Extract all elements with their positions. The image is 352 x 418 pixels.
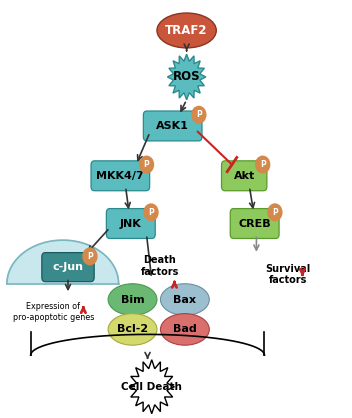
Ellipse shape [108, 284, 157, 315]
Text: c-Jun: c-Jun [52, 262, 83, 272]
Text: P: P [260, 160, 265, 169]
Circle shape [268, 204, 282, 221]
Text: MKK4/7: MKK4/7 [96, 171, 144, 181]
Text: JNK: JNK [120, 219, 142, 229]
Text: Survival
factors: Survival factors [265, 264, 310, 285]
FancyBboxPatch shape [91, 161, 150, 191]
FancyBboxPatch shape [143, 111, 202, 141]
Text: Bim: Bim [121, 295, 144, 305]
FancyBboxPatch shape [230, 209, 279, 239]
Text: P: P [148, 208, 154, 217]
Text: Akt: Akt [234, 171, 255, 181]
Text: P: P [144, 160, 149, 169]
Text: CREB: CREB [238, 219, 271, 229]
Polygon shape [7, 240, 119, 284]
Text: Expression of
pro-apoptotic genes: Expression of pro-apoptotic genes [13, 303, 94, 322]
Text: ASK1: ASK1 [156, 121, 189, 131]
Ellipse shape [161, 284, 209, 315]
Text: Bax: Bax [174, 295, 196, 305]
FancyBboxPatch shape [106, 209, 155, 239]
Text: Bcl-2: Bcl-2 [117, 324, 148, 334]
Text: TRAF2: TRAF2 [165, 24, 208, 37]
Circle shape [192, 107, 206, 123]
Circle shape [83, 248, 97, 265]
Text: Death
factors: Death factors [140, 255, 179, 277]
Text: P: P [196, 110, 202, 119]
Polygon shape [129, 360, 174, 414]
Circle shape [139, 156, 153, 173]
FancyBboxPatch shape [42, 252, 94, 282]
Circle shape [256, 156, 270, 173]
Text: ROS: ROS [173, 71, 200, 84]
Circle shape [144, 204, 158, 221]
Text: Bad: Bad [173, 324, 197, 334]
Ellipse shape [161, 314, 209, 345]
Ellipse shape [108, 314, 157, 345]
Text: Cell Death: Cell Death [121, 382, 182, 392]
Text: P: P [87, 252, 93, 261]
Text: P: P [272, 208, 278, 217]
Polygon shape [168, 54, 206, 100]
Ellipse shape [157, 13, 216, 48]
FancyBboxPatch shape [221, 161, 267, 191]
